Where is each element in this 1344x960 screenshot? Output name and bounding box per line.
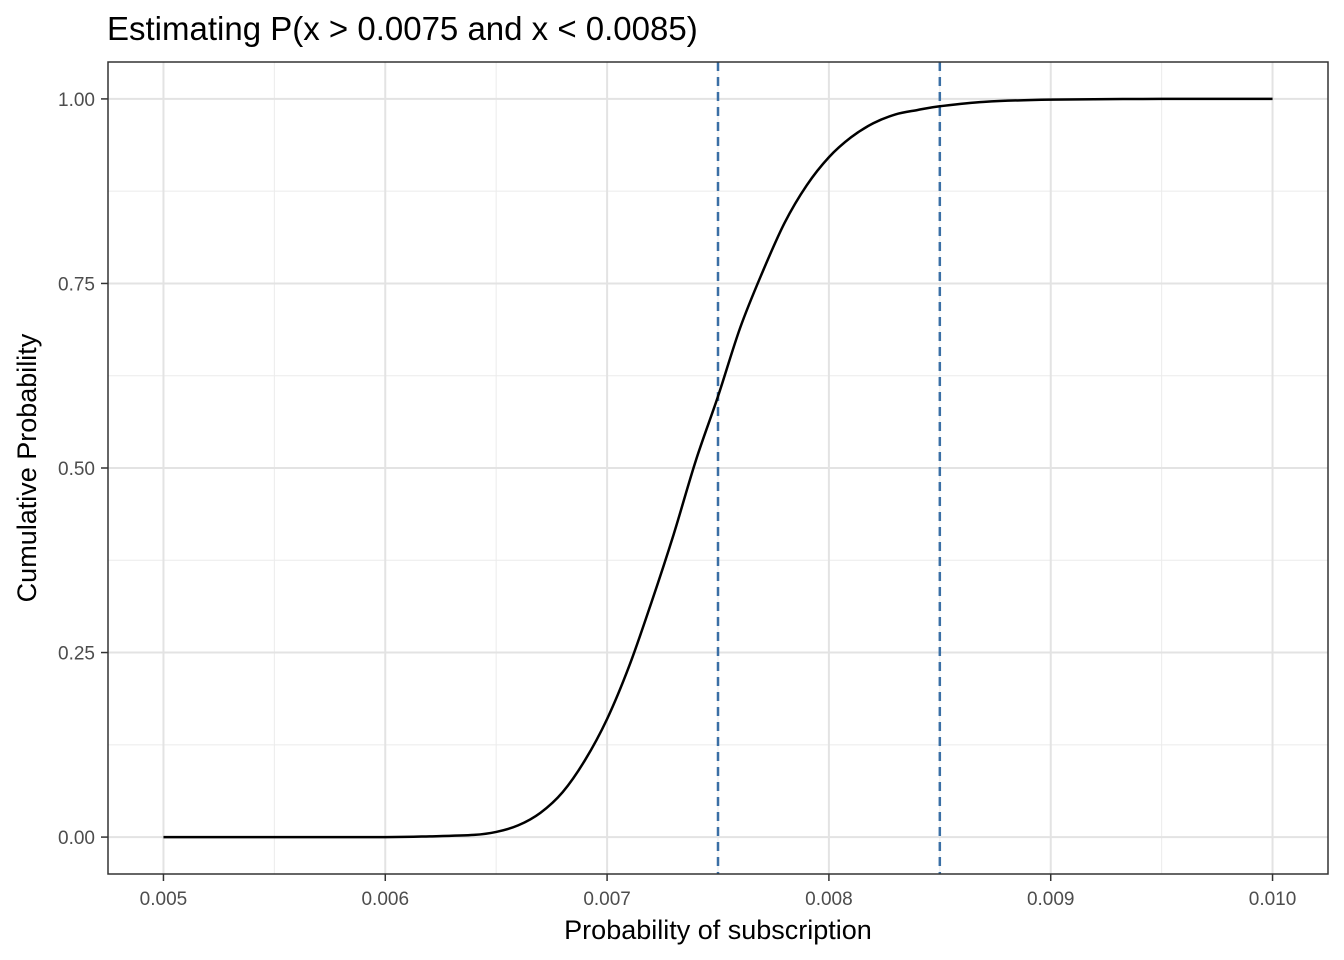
y-axis: 0.00 0.25 0.50 0.75 1.00 — [58, 90, 108, 849]
series-layer — [163, 97, 1273, 839]
x-tick-label: 0.010 — [1249, 889, 1297, 910]
y-tick-label: 0.00 — [58, 828, 95, 849]
cdf-curve — [163, 97, 1273, 839]
y-tick-label: 0.50 — [58, 459, 95, 480]
x-tick-label: 0.005 — [140, 889, 188, 910]
reference-lines — [716, 62, 942, 874]
x-tick-label: 0.009 — [1027, 889, 1075, 910]
y-axis-title: Cumulative Probability — [12, 333, 42, 602]
chart-title: Estimating P(x > 0.0075 and x < 0.0085) — [107, 10, 698, 47]
x-axis: 0.005 0.006 0.007 0.008 0.009 0.010 — [140, 874, 1297, 910]
x-tick-label: 0.007 — [583, 889, 631, 910]
y-tick-label: 0.25 — [58, 644, 95, 665]
y-tick-label: 1.00 — [58, 90, 95, 111]
x-tick-label: 0.006 — [361, 889, 409, 910]
x-axis-title: Probability of subscription — [564, 915, 872, 945]
y-tick-label: 0.75 — [58, 274, 95, 295]
x-tick-label: 0.008 — [805, 889, 853, 910]
